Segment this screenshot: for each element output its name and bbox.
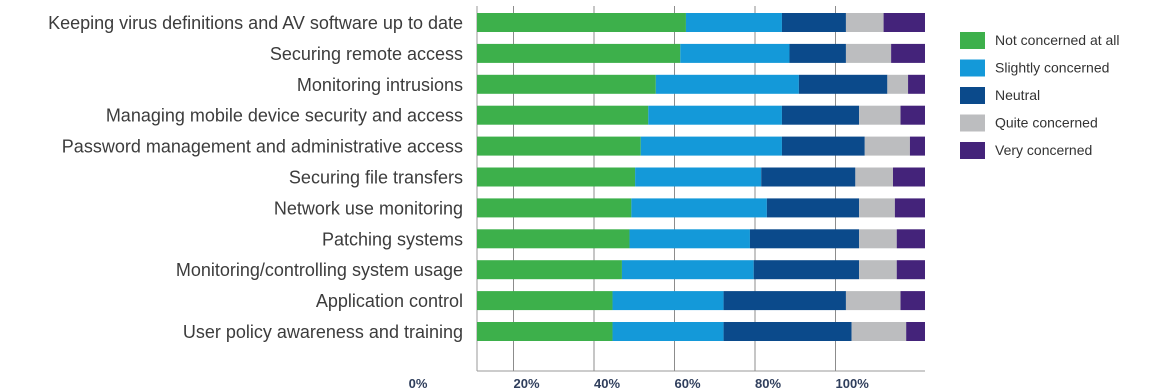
bar-segment [477,322,613,341]
bar-segment [855,167,893,187]
legend-label: Quite concerned [995,115,1098,131]
category-label: Managing mobile device security and acce… [106,106,463,126]
category-label: Password management and administrative a… [62,137,463,157]
x-tick-label: 40% [594,376,620,391]
bar-segment [477,291,613,311]
bar-segment [789,43,846,63]
bar-segment [896,229,925,249]
bar-segment [900,291,925,311]
x-tick-label: 60% [675,376,701,391]
bar-segment [781,136,865,156]
legend-swatch [960,114,985,132]
bar-segment [781,13,846,32]
bar-segment [477,43,681,63]
bar-segment [906,322,925,341]
bar-segment [845,291,901,311]
legend-label: Not concerned at all [995,32,1120,48]
category-label: Patching systems [322,229,463,249]
bar-segment [685,13,782,32]
legend-swatch [960,87,985,104]
bar-segment [845,13,884,32]
bar-segment [851,322,907,341]
category-label: Securing remote access [270,44,463,64]
bar-segment [648,105,782,125]
legend-label: Slightly concerned [995,60,1109,76]
bar-segment [477,198,632,218]
bar-segment [621,260,754,280]
category-labels: Keeping virus definitions and AV softwar… [48,13,463,342]
bar-segment [798,74,888,94]
bar-segment [477,74,656,94]
category-label: Keeping virus definitions and AV softwar… [48,13,463,33]
x-axis: 0% 20% 40% 60% 80% 100% [409,376,870,391]
bar-segment [845,43,892,63]
legend-swatch [960,59,985,77]
bar-segment [909,136,925,156]
legend-swatch [960,142,985,159]
bar-segment [477,229,630,249]
bar-segment [761,167,856,187]
bar-segment [859,105,901,125]
bar-segment [723,322,852,341]
bar-segment [655,74,799,94]
bar-segment [859,229,897,249]
bar-segment [887,74,909,94]
bar-segment [859,198,895,218]
bar-segment [477,136,641,156]
bar-segment [864,136,910,156]
category-label: Application control [316,291,463,311]
bar-segment [640,136,782,156]
bar-segment [477,260,622,280]
bar-segment [631,198,767,218]
bar-segment [908,74,925,94]
x-tick-label: 100% [836,376,870,391]
bar-segment [900,105,925,125]
bar-segment [477,105,649,125]
x-tick-label: 80% [755,376,781,391]
category-label: Securing file transfers [289,168,463,188]
bar-segment [612,322,724,341]
category-label: Monitoring/controlling system usage [176,260,463,280]
bar-segment [893,167,925,187]
legend-swatch [960,32,985,49]
bar-segment [896,260,925,280]
x-tick-label: 0% [409,376,428,391]
bar-segment [859,260,897,280]
category-label: User policy awareness and training [183,322,463,342]
category-label: Network use monitoring [274,198,463,218]
bar-segment [891,43,925,63]
bars [477,13,925,341]
bar-segment [781,105,860,125]
bar-segment [894,198,925,218]
bar-segment [723,291,846,311]
bar-segment [612,291,724,311]
legend-label: Neutral [995,87,1040,103]
bar-segment [477,167,636,187]
x-tick-label: 20% [514,376,540,391]
grid-lines [476,6,925,372]
bar-segment [883,13,925,32]
legend: Not concerned at all Slightly concerned Ne… [960,32,1120,159]
bar-segment [753,260,860,280]
bar-segment [680,43,790,63]
bar-segment [629,229,750,249]
bar-segment [749,229,860,249]
bar-segment [477,13,686,32]
bar-segment [766,198,860,218]
legend-label: Very concerned [995,142,1092,158]
category-label: Monitoring intrusions [297,75,463,95]
bar-segment [635,167,762,187]
